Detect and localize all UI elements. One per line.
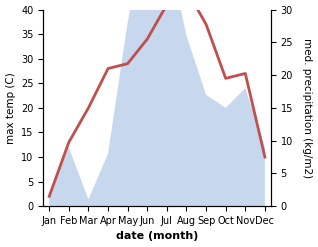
Y-axis label: med. precipitation (kg/m2): med. precipitation (kg/m2) — [302, 38, 313, 178]
X-axis label: date (month): date (month) — [116, 231, 198, 242]
Y-axis label: max temp (C): max temp (C) — [5, 72, 16, 144]
